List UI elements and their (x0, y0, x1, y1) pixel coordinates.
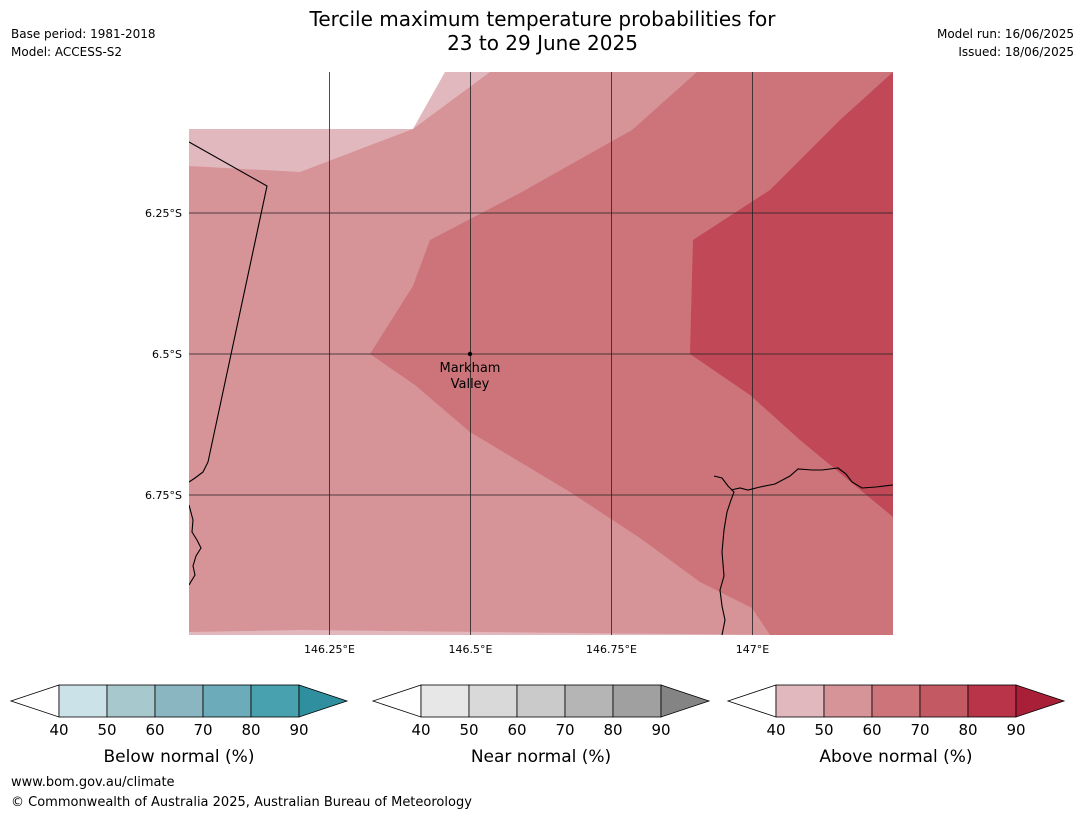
colorbar-near-normal-high-arrow (660, 684, 711, 718)
lon-label-146.5E: 146.5°E (449, 643, 493, 656)
lat-label-6.25S: 6.25°S (145, 207, 182, 220)
colorbar-near-normal-segment-5 (612, 684, 662, 718)
colorbar-above-normal-label: Above normal (%) (819, 747, 972, 767)
colorbar-near-normal-tick-5: 80 (603, 721, 622, 739)
colorbar-above-normal-segment-4 (919, 684, 969, 718)
boundary-line (189, 141, 268, 483)
colorbar-below-normal-segment-4 (202, 684, 252, 718)
colorbar-above-normal-tick-2: 50 (814, 721, 833, 739)
colorbar-above-normal-low-arrow (726, 684, 777, 718)
colorbar-near-normal-segment-2 (468, 684, 518, 718)
lon-label-146.25E: 146.25°E (304, 643, 355, 656)
location-label-line-2: Valley (451, 377, 490, 392)
map-plot-area: Markham Valley (189, 72, 893, 635)
lon-label-146.75E: 146.75°E (586, 643, 637, 656)
colorbar-below-normal-segment-2 (106, 684, 156, 718)
colorbar-near-normal-label: Near normal (%) (471, 747, 611, 767)
band-70-80 (690, 72, 893, 517)
coast-east (713, 475, 735, 635)
lon-label-147E: 147°E (736, 643, 769, 656)
colorbar-below-normal-tick-6: 90 (289, 721, 308, 739)
colorbar-near-normal-tick-1: 40 (411, 721, 430, 739)
title-line-1: Tercile maximum temperature probabilitie… (309, 7, 776, 31)
colorbar-below-normal-label: Below normal (%) (104, 747, 255, 767)
colorbar-above-normal-tick-6: 90 (1006, 721, 1025, 739)
colorbar-near-normal-tick-6: 90 (651, 721, 670, 739)
footer-copyright: © Commonwealth of Australia 2025, Austra… (11, 795, 472, 810)
base-period: Base period: 1981-2018 (11, 27, 156, 41)
model-name: Model: ACCESS-S2 (11, 45, 123, 59)
location-marker (467, 351, 473, 357)
colorbar-below-normal-high-arrow (298, 684, 349, 718)
colorbar-below-normal-segment-5 (250, 684, 300, 718)
colorbar-near-normal-segment-3 (516, 684, 566, 718)
colorbar-near-normal-tick-3: 60 (507, 721, 526, 739)
colorbar-below-normal-tick-4: 70 (193, 721, 212, 739)
model-run: Model run: 16/06/2025 (936, 27, 1074, 41)
colorbar-near-normal-segment-4 (564, 684, 614, 718)
coast-north (730, 467, 893, 491)
colorbar-below-normal-low-arrow (9, 684, 60, 718)
colorbar-above-normal-segment-1 (775, 684, 825, 718)
colorbar-above-normal-tick-5: 80 (958, 721, 977, 739)
colorbar-below-normal-segment-3 (154, 684, 204, 718)
colorbar-near-normal-low-arrow (371, 684, 422, 718)
grid-lines (189, 72, 893, 635)
colorbar-below-normal: 40 50 60 70 80 90 Below normal (%) (9, 684, 349, 767)
colorbar-above-normal-tick-3: 60 (862, 721, 881, 739)
colorbar-near-normal-segment-1 (420, 684, 470, 718)
meta-right: Model run: 16/06/2025 Issued: 18/06/2025 (937, 25, 1074, 61)
colorbar-above-normal-segment-3 (871, 684, 921, 718)
coast-west (189, 504, 202, 586)
location-label-line-1: Markham (440, 361, 501, 376)
colorbars: 40 50 60 70 80 90 Below normal (%) 40 50… (9, 684, 1066, 767)
colorbar-above-normal-tick-1: 40 (766, 721, 785, 739)
coastlines (189, 141, 893, 635)
colorbar-near-normal: 40 50 60 70 80 90 Near normal (%) (371, 684, 711, 767)
colorbar-below-normal-tick-5: 80 (241, 721, 260, 739)
colorbar-below-normal-tick-1: 40 (49, 721, 68, 739)
colorbar-below-normal-segment-1 (58, 684, 108, 718)
colorbar-above-normal-tick-4: 70 (910, 721, 929, 739)
footer-url[interactable]: www.bom.gov.au/climate (11, 775, 175, 790)
colorbar-above-normal-segment-5 (967, 684, 1017, 718)
meta-left: Base period: 1981-2018 Model: ACCESS-S2 (11, 25, 156, 61)
lat-label-6.5S: 6.5°S (152, 348, 182, 361)
colorbar-above-normal-high-arrow (1015, 684, 1066, 718)
title-line-2: 23 to 29 June 2025 (447, 31, 638, 55)
issued-date: Issued: 18/06/2025 (958, 45, 1074, 59)
map-title: Tercile maximum temperature probabilitie… (0, 7, 1085, 55)
colorbar-above-normal-segment-2 (823, 684, 873, 718)
colorbar-above-normal: 40 50 60 70 80 90 Above normal (%) (726, 684, 1066, 767)
colorbar-below-normal-tick-2: 50 (97, 721, 116, 739)
colorbar-below-normal-tick-3: 60 (145, 721, 164, 739)
colorbar-near-normal-tick-2: 50 (459, 721, 478, 739)
colorbar-near-normal-tick-4: 70 (555, 721, 574, 739)
lat-label-6.75S: 6.75°S (145, 489, 182, 502)
